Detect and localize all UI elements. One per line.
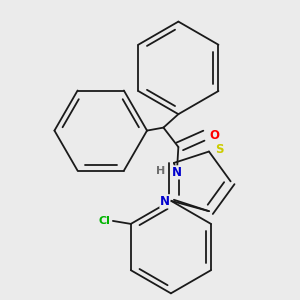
- Text: N: N: [160, 195, 170, 208]
- Text: Cl: Cl: [98, 216, 110, 226]
- Text: H: H: [156, 166, 165, 176]
- Text: N: N: [172, 166, 182, 179]
- Text: S: S: [215, 142, 224, 156]
- Text: O: O: [210, 129, 220, 142]
